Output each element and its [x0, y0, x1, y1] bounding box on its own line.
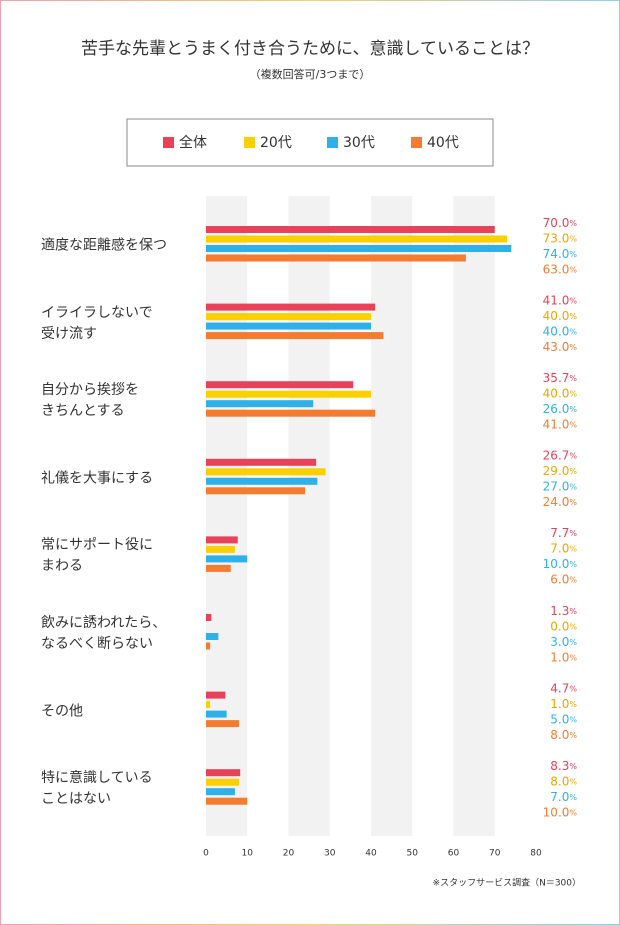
value-label: 8.0%	[550, 774, 577, 788]
value-label: 4.7%	[550, 681, 577, 695]
bar	[206, 468, 326, 476]
chart-title: 苦手な先輩とうまく付き合うために、意識していることは？	[81, 39, 539, 59]
category-label: 礼儀を大事にする	[41, 470, 154, 487]
bar	[206, 797, 248, 805]
value-label: 10.0%	[543, 805, 578, 819]
category-label: イライラしないで 受け流す	[41, 304, 153, 342]
legend-label: 30代	[343, 135, 375, 151]
chart-subtitle: （複数回答可/3つまで）	[250, 67, 371, 81]
value-label: 10.0%	[543, 557, 578, 571]
legend-label: 20代	[260, 135, 292, 151]
bar	[206, 487, 305, 495]
grid-band	[371, 196, 413, 836]
value-label: 1.0%	[550, 650, 577, 664]
category-label: 適度な距離感を保つ	[41, 237, 167, 254]
value-label: 1.3%	[550, 603, 577, 617]
grid-band	[453, 196, 495, 836]
value-label: 40.0%	[543, 386, 578, 400]
category-label: 飲みに誘われたら、 なるべく断らない	[41, 615, 167, 652]
value-label: 40.0%	[543, 324, 578, 338]
bar	[206, 691, 226, 699]
bar	[206, 769, 241, 777]
bar	[206, 633, 219, 640]
bar	[206, 477, 318, 485]
value-label: 27.0%	[543, 479, 578, 493]
value-label: 7.7%	[550, 526, 577, 540]
legend-swatch	[411, 137, 422, 148]
value-label: 6.0%	[550, 572, 577, 586]
legend-swatch	[244, 137, 255, 148]
value-label: 0.0%	[550, 619, 577, 633]
x-tick-label: 50	[407, 849, 419, 859]
x-tick-label: 70	[489, 849, 501, 859]
x-tick-label: 40	[365, 849, 377, 859]
category-label: 自分から挨拶を きちんとする	[41, 382, 139, 420]
bar	[206, 381, 354, 389]
bar	[206, 409, 376, 417]
bar	[206, 458, 317, 466]
value-label: 43.0%	[543, 339, 578, 353]
value-label: 5.0%	[550, 712, 577, 726]
value-label: 8.0%	[550, 727, 577, 741]
footnote: ※スタッフサービス調査（N＝300）	[433, 877, 581, 889]
bar	[206, 710, 227, 718]
bar	[206, 235, 508, 243]
bar	[206, 245, 512, 252]
bar	[206, 303, 376, 311]
category-label: その他	[41, 703, 83, 720]
value-label: 63.0%	[543, 262, 578, 276]
bar	[206, 720, 239, 728]
x-tick-label: 80	[530, 849, 542, 859]
bar	[206, 254, 466, 262]
grid-band	[206, 196, 248, 836]
bar	[206, 642, 211, 650]
x-tick-label: 30	[324, 849, 336, 859]
value-label: 26.0%	[543, 401, 578, 415]
bar	[206, 545, 235, 553]
legend-swatch	[327, 137, 338, 148]
category-label: 常にサポート役に まわる	[41, 537, 153, 575]
value-label: 70.0%	[543, 215, 578, 229]
value-label: 40.0%	[543, 308, 578, 322]
value-label: 74.0%	[543, 246, 578, 260]
category-label: 特に意識している ことはない	[41, 770, 153, 808]
bar	[206, 564, 231, 572]
bar	[206, 614, 212, 621]
x-tick-label: 60	[448, 849, 460, 859]
value-label: 73.0%	[543, 231, 578, 245]
bar	[206, 390, 371, 398]
bar	[206, 788, 235, 796]
legend-box	[126, 118, 494, 167]
bar	[206, 313, 371, 321]
x-tick-label: 0	[203, 849, 209, 859]
grid-band	[288, 196, 330, 836]
value-label: 29.0%	[543, 464, 578, 478]
bar	[206, 400, 314, 408]
x-tick-label: 20	[283, 849, 295, 859]
value-label: 8.3%	[550, 758, 577, 772]
bar	[206, 555, 248, 563]
value-label: 3.0%	[550, 634, 577, 648]
legend-label: 40代	[427, 135, 459, 151]
x-tick-label: 10	[242, 849, 254, 859]
value-label: 26.7%	[543, 448, 578, 462]
value-label: 41.0%	[543, 417, 578, 431]
bar	[206, 226, 495, 233]
value-label: 7.0%	[550, 789, 577, 803]
legend-label: 全体	[179, 134, 207, 151]
value-label: 7.0%	[550, 541, 577, 555]
bar	[206, 536, 238, 544]
value-label: 24.0%	[543, 495, 578, 509]
bar	[206, 778, 239, 786]
bar	[206, 332, 384, 340]
bar	[206, 322, 371, 330]
value-label: 1.0%	[550, 696, 577, 710]
bar	[206, 701, 211, 709]
value-label: 35.7%	[543, 370, 578, 384]
value-label: 41.0%	[543, 293, 578, 307]
legend-swatch	[163, 137, 174, 148]
